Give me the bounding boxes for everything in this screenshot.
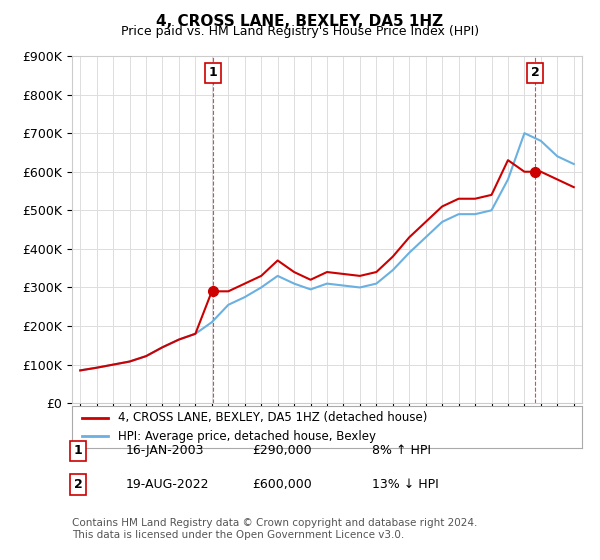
Text: 19-AUG-2022: 19-AUG-2022 xyxy=(126,478,209,491)
Text: HPI: Average price, detached house, Bexley: HPI: Average price, detached house, Bexl… xyxy=(118,430,376,443)
Text: 2: 2 xyxy=(531,67,539,80)
Text: £290,000: £290,000 xyxy=(252,444,311,458)
Text: 1: 1 xyxy=(208,67,217,80)
Text: £600,000: £600,000 xyxy=(252,478,312,491)
Text: 16-JAN-2003: 16-JAN-2003 xyxy=(126,444,205,458)
Text: 1: 1 xyxy=(74,444,82,458)
Text: 2: 2 xyxy=(74,478,82,491)
Text: 4, CROSS LANE, BEXLEY, DA5 1HZ (detached house): 4, CROSS LANE, BEXLEY, DA5 1HZ (detached… xyxy=(118,411,427,424)
Text: 13% ↓ HPI: 13% ↓ HPI xyxy=(372,478,439,491)
Text: 4, CROSS LANE, BEXLEY, DA5 1HZ: 4, CROSS LANE, BEXLEY, DA5 1HZ xyxy=(157,14,443,29)
Text: 8% ↑ HPI: 8% ↑ HPI xyxy=(372,444,431,458)
Text: Contains HM Land Registry data © Crown copyright and database right 2024.
This d: Contains HM Land Registry data © Crown c… xyxy=(72,518,478,540)
Text: Price paid vs. HM Land Registry's House Price Index (HPI): Price paid vs. HM Land Registry's House … xyxy=(121,25,479,38)
